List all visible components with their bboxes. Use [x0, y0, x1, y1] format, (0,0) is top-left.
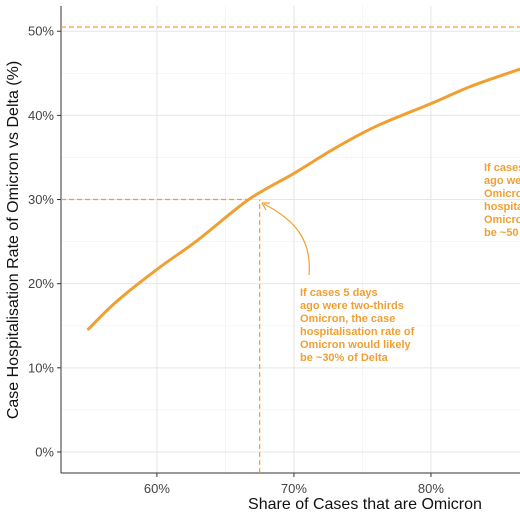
y-tick-label: 0%: [35, 444, 54, 459]
annotation-right-cut-line: hospita: [484, 201, 520, 213]
annotation-two-thirds-line: Omicron would likely: [300, 339, 412, 351]
annotation-two-thirds-line: If cases 5 days: [300, 287, 378, 299]
plot-background: [61, 6, 520, 473]
x-tick-label: 60%: [144, 481, 170, 496]
annotation-two-thirds-line: hospitalisation rate of: [300, 326, 415, 338]
x-axis-title: Share of Cases that are Omicron: [248, 496, 482, 513]
annotation-right-cut-line: Omicro: [484, 188, 520, 200]
y-axis-title: Case Hospitalisation Rate of Omicron vs …: [5, 61, 22, 419]
y-tick-label: 40%: [28, 108, 54, 123]
y-tick-label: 20%: [28, 276, 54, 291]
annotation-right-cut-line: ago we: [484, 175, 520, 187]
annotations-group: If cases 5 days ago were two-thirds Omicro…: [300, 162, 520, 364]
y-tick-label: 30%: [28, 192, 54, 207]
annotation-two-thirds-line: ago were two-thirds: [300, 300, 404, 312]
annotation-arrow-path: [263, 203, 310, 276]
series-group: [86, 67, 520, 331]
annotation-two-thirds: If cases 5 days ago were two-thirds Omicro…: [300, 287, 415, 364]
axis-ticks: 0% 10% 20% 30% 40% 50% 60% 70% 80%: [28, 24, 444, 496]
x-tick-label: 70%: [281, 481, 307, 496]
annotation-right-cut-line: Omicro: [484, 214, 520, 226]
annotation-two-thirds-line: be ~30% of Delta: [300, 352, 389, 364]
annotation-right-cut-line: If cases: [484, 162, 520, 174]
annotation-two-thirds-line: Omicron, the case: [300, 313, 395, 325]
annotation-arrowhead: [261, 202, 270, 211]
x-tick-label: 80%: [418, 481, 444, 496]
annotation-right-cut-line: be ~50: [484, 227, 519, 239]
series-line: [86, 67, 520, 331]
y-tick-label: 10%: [28, 360, 54, 375]
annotation-arrow: [261, 202, 310, 276]
reference-lines: [61, 26, 520, 473]
y-tick-label: 50%: [28, 24, 54, 39]
